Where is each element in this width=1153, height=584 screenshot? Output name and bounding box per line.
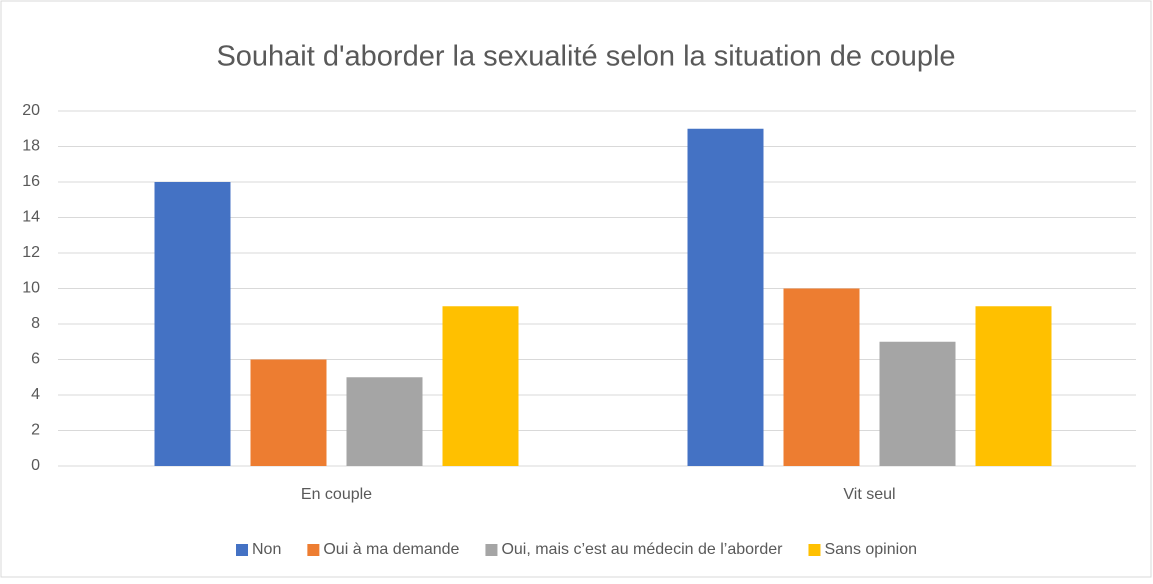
bar (975, 306, 1052, 466)
y-tick-label: 16 (22, 173, 40, 190)
x-tick-label: Vit seul (843, 486, 895, 503)
chart-title: Souhait d'aborder la sexualité selon la … (216, 41, 955, 73)
legend-swatch (307, 544, 320, 556)
y-tick-label: 18 (22, 138, 40, 155)
y-tick-label: 8 (31, 315, 40, 332)
y-tick-label: 10 (22, 280, 40, 297)
y-tick-label: 14 (22, 209, 40, 226)
legend-label: Oui à ma demande (323, 541, 459, 558)
bar (442, 306, 519, 466)
bar (879, 341, 956, 466)
legend-swatch (808, 544, 821, 556)
y-tick-label: 6 (31, 351, 40, 368)
legend-swatch (485, 544, 498, 556)
bar (783, 288, 860, 466)
bar (250, 359, 327, 466)
bar (687, 128, 764, 466)
y-tick-label: 4 (31, 386, 40, 403)
legend-label: Sans opinion (824, 541, 917, 558)
bar (346, 377, 423, 466)
y-tick-label: 20 (22, 102, 40, 119)
y-tick-label: 2 (31, 422, 40, 439)
legend-label: Non (252, 541, 281, 558)
legend-label: Oui, mais c’est au médecin de l’aborder (501, 541, 783, 558)
y-tick-label: 12 (22, 244, 40, 261)
y-tick-label: 0 (31, 457, 40, 474)
legend-swatch (236, 544, 249, 556)
x-tick-label: En couple (301, 486, 372, 503)
bar (154, 182, 231, 466)
